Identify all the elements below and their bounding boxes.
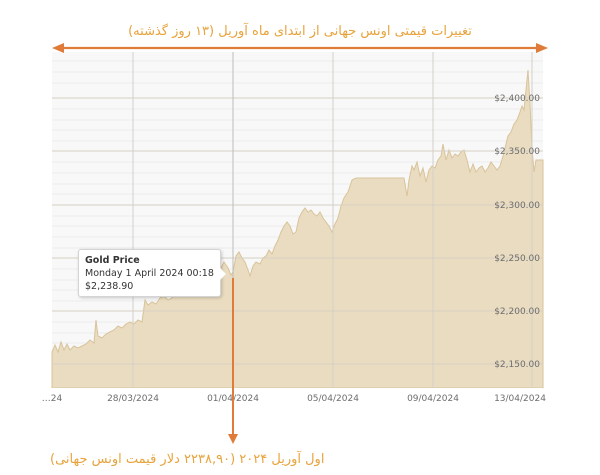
tooltip-value: $2,238.90: [85, 281, 134, 292]
y-label-2200: $2,200.00: [494, 307, 540, 317]
x-label-13-04: 13/04/2024: [494, 394, 546, 404]
arrow-down-icon: [228, 434, 238, 444]
y-label-2350: $2,350.00: [494, 147, 540, 157]
price-area: [51, 69, 544, 389]
price-tooltip: Gold Price Monday 1 April 2024 00:18 $2,…: [78, 249, 226, 297]
x-label-05-04: 05/04/2024: [307, 394, 359, 404]
y-label-2250: $2,250.00: [494, 254, 540, 264]
x-label-09-04: 09/04/2024: [407, 394, 459, 404]
y-axis-labels: $2,400.00 $2,350.00 $2,300.00 $2,250.00 …: [494, 94, 540, 370]
bottom-annotation-text: اول آوریل ۲۰۲۴ (۲۲۳۸,۹۰ دلار قیمت اونس ج…: [50, 452, 325, 467]
x-label-partial: …24: [42, 394, 63, 404]
top-annotation-title: تغییرات قیمتی اونس جهانی از ابتدای ماه آ…: [128, 24, 472, 39]
x-label-28-03: 28/03/2024: [107, 394, 159, 404]
bottom-annotation: اول آوریل ۲۰۲۴ (۲۲۳۸,۹۰ دلار قیمت اونس ج…: [0, 452, 600, 467]
y-label-2300: $2,300.00: [494, 201, 540, 211]
y-label-2150: $2,150.00: [494, 360, 540, 370]
tooltip-datetime: Monday 1 April 2024 00:18: [85, 268, 214, 279]
pointer-down-arrow: [228, 278, 238, 444]
arrow-right-icon: [536, 43, 548, 53]
arrow-left-icon: [52, 43, 64, 53]
tooltip-title: Gold Price: [85, 255, 140, 266]
y-label-2400: $2,400.00: [494, 94, 540, 104]
vertical-gridlines: [132, 52, 533, 388]
range-double-arrow: [52, 43, 548, 53]
x-axis-strip: [40, 388, 543, 408]
